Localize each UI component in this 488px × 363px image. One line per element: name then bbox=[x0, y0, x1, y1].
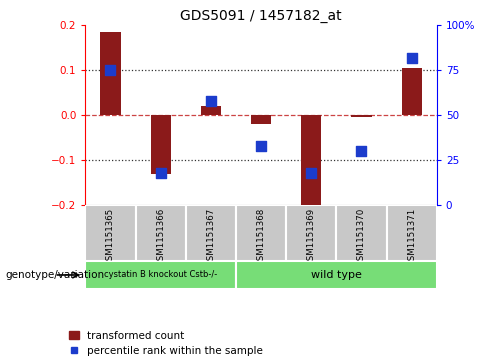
Point bbox=[408, 55, 416, 61]
Bar bbox=[351, 115, 371, 118]
Bar bbox=[201, 106, 221, 115]
Title: GDS5091 / 1457182_at: GDS5091 / 1457182_at bbox=[180, 9, 342, 23]
Point bbox=[157, 170, 164, 176]
Bar bbox=[236, 205, 286, 261]
Bar bbox=[236, 261, 437, 289]
Text: wild type: wild type bbox=[311, 270, 362, 280]
Bar bbox=[85, 261, 236, 289]
Bar bbox=[136, 205, 186, 261]
Text: GSM1151370: GSM1151370 bbox=[357, 208, 366, 266]
Point bbox=[207, 98, 215, 104]
Bar bbox=[386, 205, 437, 261]
Bar bbox=[336, 205, 386, 261]
Bar bbox=[186, 205, 236, 261]
Legend: transformed count, percentile rank within the sample: transformed count, percentile rank withi… bbox=[69, 331, 263, 356]
Bar bbox=[101, 32, 121, 115]
Bar bbox=[402, 68, 422, 115]
Text: GSM1151369: GSM1151369 bbox=[307, 208, 316, 266]
Point bbox=[257, 143, 265, 149]
Bar bbox=[85, 205, 136, 261]
Text: GSM1151371: GSM1151371 bbox=[407, 208, 416, 266]
Bar bbox=[251, 115, 271, 124]
Text: GSM1151367: GSM1151367 bbox=[206, 208, 215, 266]
Text: genotype/variation: genotype/variation bbox=[5, 270, 104, 280]
Bar bbox=[151, 115, 171, 174]
Text: cystatin B knockout Cstb-/-: cystatin B knockout Cstb-/- bbox=[104, 270, 217, 280]
Bar bbox=[301, 115, 321, 215]
Text: GSM1151368: GSM1151368 bbox=[257, 208, 265, 266]
Text: GSM1151365: GSM1151365 bbox=[106, 208, 115, 266]
Point bbox=[358, 148, 366, 154]
Bar bbox=[286, 205, 336, 261]
Point bbox=[307, 170, 315, 176]
Point bbox=[106, 68, 114, 73]
Text: GSM1151366: GSM1151366 bbox=[156, 208, 165, 266]
